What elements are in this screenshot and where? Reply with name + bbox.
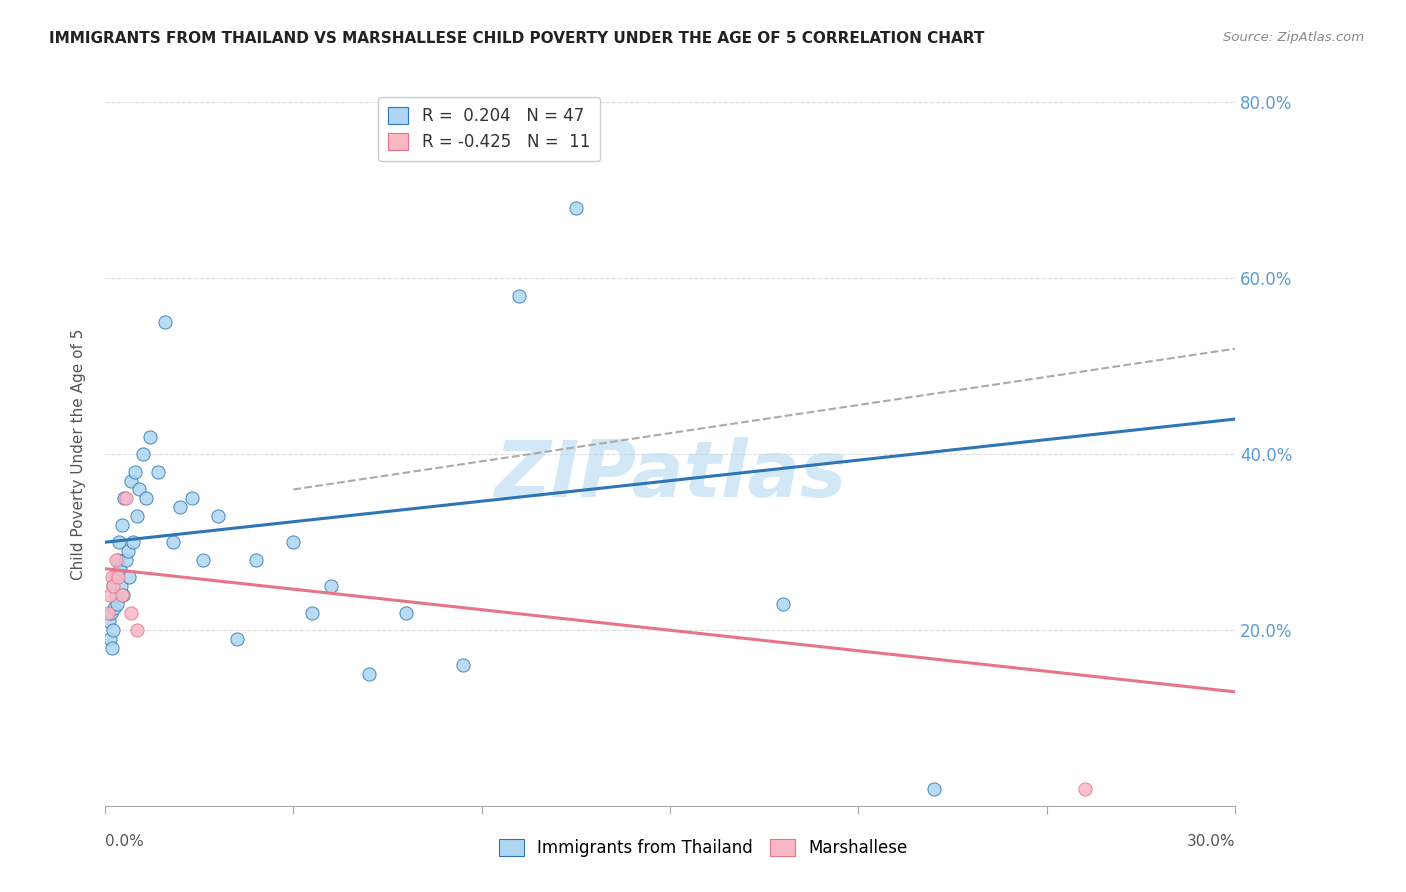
Y-axis label: Child Poverty Under the Age of 5: Child Poverty Under the Age of 5 bbox=[72, 328, 86, 580]
Point bbox=[114, 491, 136, 506]
Text: 30.0%: 30.0% bbox=[1187, 834, 1236, 849]
Point bbox=[105, 570, 128, 584]
Point bbox=[225, 632, 247, 646]
Point bbox=[100, 570, 122, 584]
Point bbox=[451, 658, 474, 673]
Point bbox=[117, 544, 139, 558]
Point bbox=[103, 624, 125, 638]
Point bbox=[98, 588, 121, 602]
Point bbox=[100, 606, 122, 620]
Point bbox=[98, 632, 121, 646]
Point bbox=[112, 491, 135, 506]
Text: IMMIGRANTS FROM THAILAND VS MARSHALLESE CHILD POVERTY UNDER THE AGE OF 5 CORRELA: IMMIGRANTS FROM THAILAND VS MARSHALLESE … bbox=[49, 31, 984, 46]
Point bbox=[207, 508, 229, 523]
Point bbox=[125, 508, 148, 523]
Point bbox=[97, 615, 120, 629]
Text: 0.0%: 0.0% bbox=[105, 834, 143, 849]
Point bbox=[104, 588, 127, 602]
Point bbox=[100, 640, 122, 655]
Point bbox=[124, 465, 146, 479]
Point bbox=[191, 553, 214, 567]
Point bbox=[120, 606, 142, 620]
Point bbox=[319, 579, 342, 593]
Point bbox=[135, 491, 157, 506]
Point bbox=[245, 553, 267, 567]
Point bbox=[357, 667, 380, 681]
Point bbox=[104, 553, 127, 567]
Point bbox=[122, 535, 145, 549]
Point bbox=[155, 315, 177, 329]
Point bbox=[114, 553, 136, 567]
Text: ZIPatlas: ZIPatlas bbox=[494, 437, 846, 514]
Point bbox=[108, 535, 131, 549]
Point bbox=[922, 781, 945, 796]
Point bbox=[107, 570, 129, 584]
Point bbox=[180, 491, 202, 506]
Legend: R =  0.204   N = 47, R = -0.425   N =  11: R = 0.204 N = 47, R = -0.425 N = 11 bbox=[378, 96, 600, 161]
Point bbox=[120, 474, 142, 488]
Point bbox=[565, 201, 588, 215]
Point bbox=[118, 570, 141, 584]
Legend: Immigrants from Thailand, Marshallese: Immigrants from Thailand, Marshallese bbox=[492, 832, 914, 864]
Point bbox=[107, 553, 129, 567]
Point bbox=[772, 597, 794, 611]
Point bbox=[103, 579, 125, 593]
Point bbox=[1073, 781, 1095, 796]
Point bbox=[146, 465, 169, 479]
Text: Source: ZipAtlas.com: Source: ZipAtlas.com bbox=[1223, 31, 1364, 45]
Point bbox=[111, 517, 134, 532]
Point bbox=[301, 606, 323, 620]
Point bbox=[105, 597, 128, 611]
Point bbox=[169, 500, 191, 514]
Point bbox=[101, 579, 124, 593]
Point bbox=[395, 606, 418, 620]
Point bbox=[131, 447, 153, 461]
Point bbox=[112, 588, 135, 602]
Point bbox=[111, 588, 134, 602]
Point bbox=[162, 535, 184, 549]
Point bbox=[508, 289, 530, 303]
Point bbox=[283, 535, 305, 549]
Point bbox=[125, 624, 148, 638]
Point bbox=[128, 483, 150, 497]
Point bbox=[103, 601, 125, 615]
Point bbox=[97, 606, 120, 620]
Point bbox=[108, 561, 131, 575]
Point bbox=[110, 579, 132, 593]
Point bbox=[139, 430, 162, 444]
